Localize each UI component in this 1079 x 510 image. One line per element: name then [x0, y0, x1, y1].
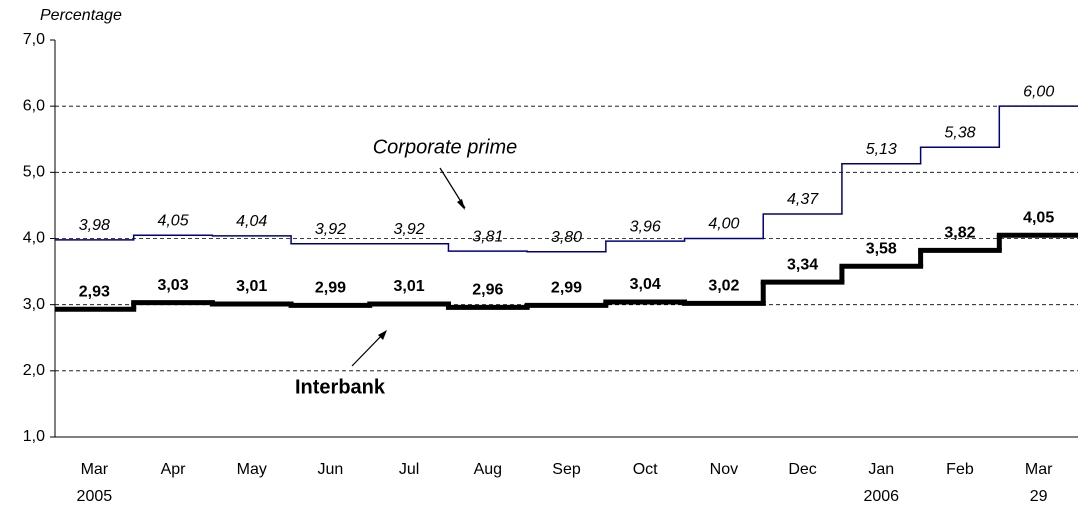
x-tick-label: Mar: [81, 461, 109, 478]
y-tick-label: 3,0: [23, 296, 45, 313]
data-label: 4,00: [708, 216, 739, 233]
arrow-head: [378, 330, 387, 340]
data-label: 3,03: [157, 277, 188, 294]
data-label: 4,37: [787, 191, 819, 208]
y-axis-label: Percentage: [40, 7, 122, 24]
data-label: 3,02: [708, 278, 739, 295]
y-tick-label: 6,0: [23, 97, 45, 114]
data-label: 5,13: [866, 141, 897, 158]
data-label: 3,82: [944, 225, 975, 242]
data-label: 3,01: [394, 278, 425, 295]
data-label: 3,04: [630, 276, 661, 293]
data-label: 3,96: [630, 218, 661, 235]
data-label: 3,92: [315, 221, 346, 238]
series-annotation: Interbank: [295, 376, 386, 398]
y-tick-label: 2,0: [23, 362, 45, 379]
data-label: 2,96: [472, 282, 503, 299]
y-tick-label: 7,0: [23, 31, 45, 48]
x-tick-label: Mar: [1025, 461, 1053, 478]
y-tick-label: 4,0: [23, 230, 45, 247]
data-label: 3,92: [394, 221, 425, 238]
x-tick-label: Jun: [318, 461, 344, 478]
x-tick-label: Jan: [868, 461, 894, 478]
x-tick-sublabel: 2005: [77, 488, 113, 505]
data-label: 2,93: [79, 284, 110, 301]
data-label: 3,98: [79, 217, 110, 234]
x-tick-label: Apr: [161, 461, 187, 478]
data-label: 3,81: [472, 228, 503, 245]
series-annotation: Corporate prime: [373, 136, 518, 158]
y-tick-label: 1,0: [23, 428, 45, 445]
x-tick-label: Aug: [474, 461, 502, 478]
annotation-arrow: [351, 331, 386, 367]
x-tick-label: Sep: [552, 461, 581, 478]
data-label: 3,80: [551, 229, 582, 246]
data-label: 4,05: [1023, 209, 1054, 226]
data-label: 3,34: [787, 256, 818, 273]
x-tick-label: Nov: [710, 461, 738, 478]
data-label: 2,99: [315, 280, 346, 297]
x-tick-label: Feb: [946, 461, 974, 478]
x-tick-sublabel: 2006: [863, 488, 899, 505]
data-label: 6,00: [1023, 83, 1054, 100]
x-tick-label: Dec: [788, 461, 816, 478]
data-label: 5,38: [944, 124, 975, 141]
x-tick-sublabel: 29: [1030, 488, 1048, 505]
data-label: 4,05: [157, 212, 188, 229]
x-tick-label: Jul: [399, 461, 419, 478]
x-tick-label: May: [237, 461, 267, 478]
data-label: 3,01: [236, 278, 267, 295]
x-tick-label: Oct: [633, 461, 658, 478]
y-tick-label: 5,0: [23, 164, 45, 181]
data-label: 3,58: [866, 241, 897, 258]
arrow-head: [457, 199, 465, 210]
data-label: 4,04: [236, 213, 267, 230]
data-label: 2,99: [551, 280, 582, 297]
